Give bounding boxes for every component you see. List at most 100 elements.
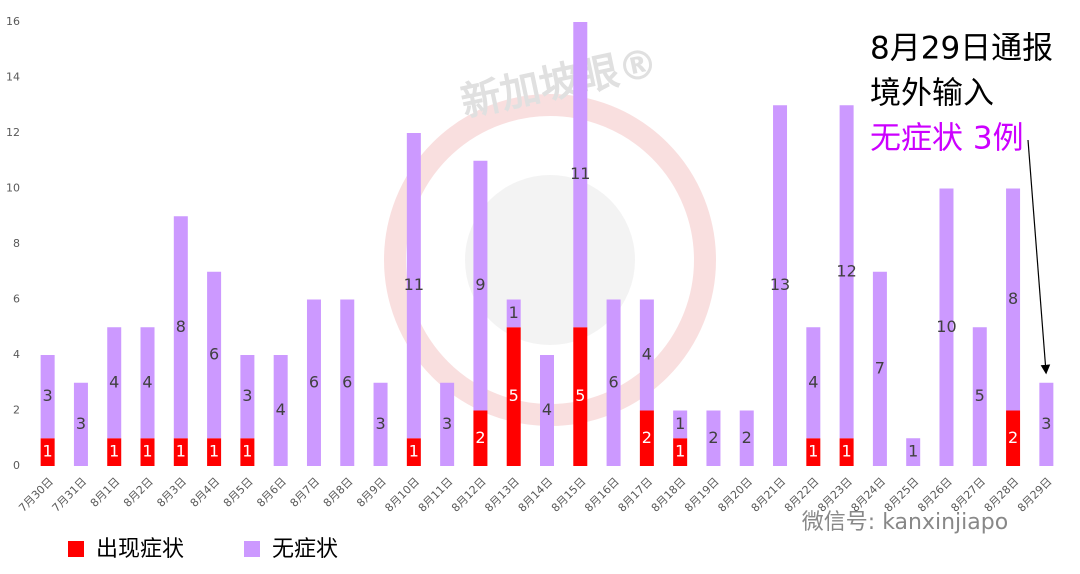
data-label: 5 xyxy=(975,386,985,405)
data-label: 1 xyxy=(176,442,186,461)
bar-segment xyxy=(240,355,255,439)
bar-segment xyxy=(207,271,222,439)
x-tick-label: 8月1日 xyxy=(88,475,123,510)
data-label: 10 xyxy=(936,317,956,336)
bar-segment xyxy=(806,327,821,439)
data-label: 1 xyxy=(675,414,685,433)
bar-segment xyxy=(506,299,521,328)
data-label: 7 xyxy=(875,358,885,377)
data-label: 3 xyxy=(442,414,452,433)
x-tick-label: 8月25日 xyxy=(882,475,922,515)
data-label: 8 xyxy=(176,317,186,336)
data-label: 2 xyxy=(475,428,485,447)
x-tick-label: 8月17日 xyxy=(616,475,656,515)
data-label: 4 xyxy=(142,372,152,391)
x-tick-label: 7月31日 xyxy=(50,475,90,515)
data-label: 1 xyxy=(908,442,918,461)
data-label: 12 xyxy=(836,261,856,280)
data-label: 3 xyxy=(43,386,53,405)
bar-segment xyxy=(173,216,188,439)
x-tick-label: 8月7日 xyxy=(288,475,323,510)
watermark: 微信号: kanxinjiapo xyxy=(802,510,1008,535)
bar-segment xyxy=(773,105,788,466)
bar-segment xyxy=(1006,410,1021,466)
y-tick-label: 12 xyxy=(6,126,20,139)
bar-segment xyxy=(140,327,155,439)
y-tick-label: 10 xyxy=(6,182,20,195)
data-label: 6 xyxy=(342,372,352,391)
data-label: 11 xyxy=(404,275,424,294)
y-tick-label: 6 xyxy=(13,293,20,306)
data-label: 3 xyxy=(242,386,252,405)
bar-segment xyxy=(639,410,654,466)
y-tick-label: 4 xyxy=(13,348,20,361)
bar-segment xyxy=(606,299,621,466)
data-label: 3 xyxy=(375,414,385,433)
data-label: 13 xyxy=(770,275,790,294)
bar-segment xyxy=(939,188,954,466)
data-label: 1 xyxy=(675,442,685,461)
x-tick-label: 8月22日 xyxy=(782,475,822,515)
data-label: 11 xyxy=(570,164,590,183)
bar-segment xyxy=(306,299,321,466)
x-tick-label: 8月15日 xyxy=(549,475,589,515)
bar-segment xyxy=(673,410,688,439)
data-label: 2 xyxy=(708,428,718,447)
data-label: 1 xyxy=(142,442,152,461)
y-tick-label: 2 xyxy=(13,404,20,417)
x-tick-label: 8月28日 xyxy=(982,475,1022,515)
x-tick-label: 8月27日 xyxy=(948,475,988,515)
x-tick-label: 8月20日 xyxy=(715,475,755,515)
bar-segment xyxy=(207,438,222,466)
x-tick-label: 8月6日 xyxy=(254,475,289,510)
bar-segment xyxy=(240,438,255,466)
bar-segment xyxy=(639,299,654,411)
bar-segment xyxy=(140,438,155,466)
bar-segment xyxy=(107,438,122,466)
x-tick-label: 8月2日 xyxy=(121,475,156,510)
data-label: 2 xyxy=(742,428,752,447)
bar-segment xyxy=(107,327,122,439)
bar-segment xyxy=(972,327,987,466)
x-tick-label: 8月4日 xyxy=(188,475,223,510)
x-tick-label: 8月11日 xyxy=(416,475,456,515)
data-label: 3 xyxy=(1041,414,1051,433)
legend-label: 无症状 xyxy=(272,537,338,562)
data-label: 1 xyxy=(209,442,219,461)
data-label: 8 xyxy=(1008,289,1018,308)
y-tick-label: 16 xyxy=(6,15,20,28)
legend-swatch xyxy=(68,541,84,557)
legend-label: 出现症状 xyxy=(96,537,184,562)
x-tick-label: 8月16日 xyxy=(582,475,622,515)
bar-segment xyxy=(273,355,288,466)
data-label: 1 xyxy=(808,442,818,461)
legend-swatch xyxy=(244,541,260,557)
x-tick-label: 8月29日 xyxy=(1015,475,1055,515)
annotation: 无症状 3例 xyxy=(870,121,1024,157)
bar-segment xyxy=(440,382,455,466)
x-tick-label: 8月8日 xyxy=(321,475,356,510)
data-label: 4 xyxy=(542,400,552,419)
bar-segment xyxy=(739,410,754,466)
data-label: 1 xyxy=(842,442,852,461)
x-tick-label: 8月14日 xyxy=(516,475,556,515)
annotation-arrow xyxy=(1027,139,1051,375)
data-label: 3 xyxy=(76,414,86,433)
x-tick-label: 8月19日 xyxy=(682,475,722,515)
x-tick-label: 8月18日 xyxy=(649,475,689,515)
bar-segment xyxy=(373,382,388,466)
data-label: 5 xyxy=(509,386,519,405)
annotation: 境外输入 xyxy=(870,76,994,112)
bar-segment xyxy=(706,410,721,466)
x-tick-label: 8月23日 xyxy=(815,475,855,515)
bar-segment xyxy=(573,22,588,328)
x-tick-label: 8月5日 xyxy=(221,475,256,510)
bar-segment xyxy=(540,355,554,466)
data-label: 9 xyxy=(475,275,485,294)
bar-segment xyxy=(673,438,688,466)
bar-segment xyxy=(806,438,821,466)
data-label: 1 xyxy=(43,442,53,461)
x-tick-label: 8月3日 xyxy=(154,475,189,510)
bar-segment xyxy=(473,410,488,466)
